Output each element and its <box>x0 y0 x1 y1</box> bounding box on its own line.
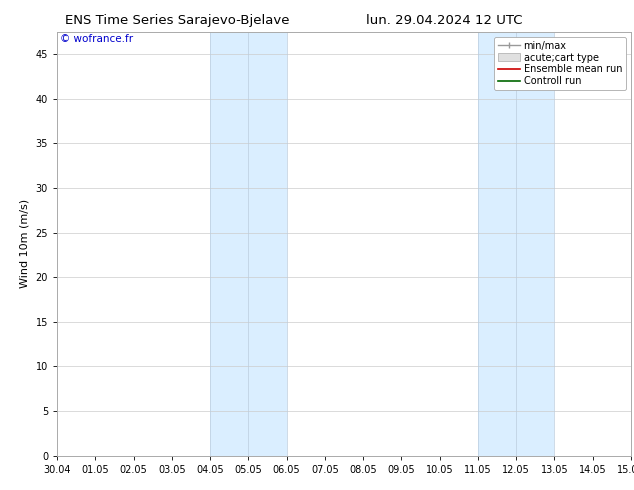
Bar <box>478 32 516 456</box>
Text: lun. 29.04.2024 12 UTC: lun. 29.04.2024 12 UTC <box>366 14 522 27</box>
Legend: min/max, acute;cart type, Ensemble mean run, Controll run: min/max, acute;cart type, Ensemble mean … <box>495 37 626 90</box>
Bar <box>516 32 554 456</box>
Text: © wofrance.fr: © wofrance.fr <box>60 34 133 44</box>
Bar <box>210 32 249 456</box>
Text: ENS Time Series Sarajevo-Bjelave: ENS Time Series Sarajevo-Bjelave <box>65 14 290 27</box>
Bar <box>249 32 287 456</box>
Y-axis label: Wind 10m (m/s): Wind 10m (m/s) <box>20 199 30 288</box>
